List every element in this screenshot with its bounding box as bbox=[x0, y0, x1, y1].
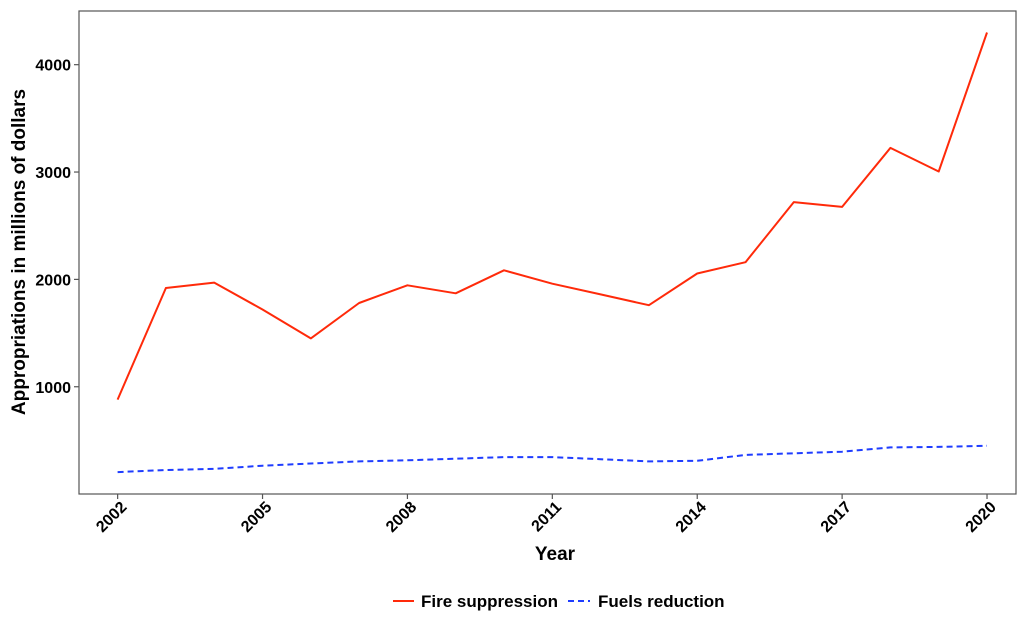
y-tick-label: 3000 bbox=[35, 165, 71, 182]
x-tick-label: 2002 bbox=[93, 499, 130, 536]
x-tick-label: 2017 bbox=[818, 499, 855, 536]
legend-label-fire-suppression: Fire suppression bbox=[421, 592, 558, 611]
y-axis-title: Appropriations in millions of dollars bbox=[9, 89, 30, 415]
x-axis: 2002 2005 2008 2011 2014 2017 2020 bbox=[93, 494, 1000, 536]
x-tick-label: 2014 bbox=[673, 499, 710, 536]
x-axis-title: Year bbox=[535, 544, 576, 565]
y-tick-label: 2000 bbox=[35, 272, 71, 289]
x-tick-label: 2005 bbox=[238, 499, 275, 536]
series-layer bbox=[116, 32, 988, 474]
series-line-fire-suppression bbox=[116, 32, 988, 400]
y-axis: 1000 2000 3000 4000 bbox=[35, 58, 79, 397]
series-line-fuels-reduction bbox=[117, 444, 988, 474]
plot-panel bbox=[78, 10, 1017, 495]
legend: Fire suppression Fuels reduction bbox=[393, 592, 725, 611]
x-tick-label: 2008 bbox=[383, 499, 420, 536]
y-tick-label: 4000 bbox=[35, 58, 71, 75]
legend-label-fuels-reduction: Fuels reduction bbox=[598, 592, 725, 611]
y-tick-label: 1000 bbox=[35, 380, 71, 397]
x-tick-label: 2011 bbox=[529, 499, 566, 536]
x-tick-label: 2020 bbox=[963, 499, 1000, 536]
